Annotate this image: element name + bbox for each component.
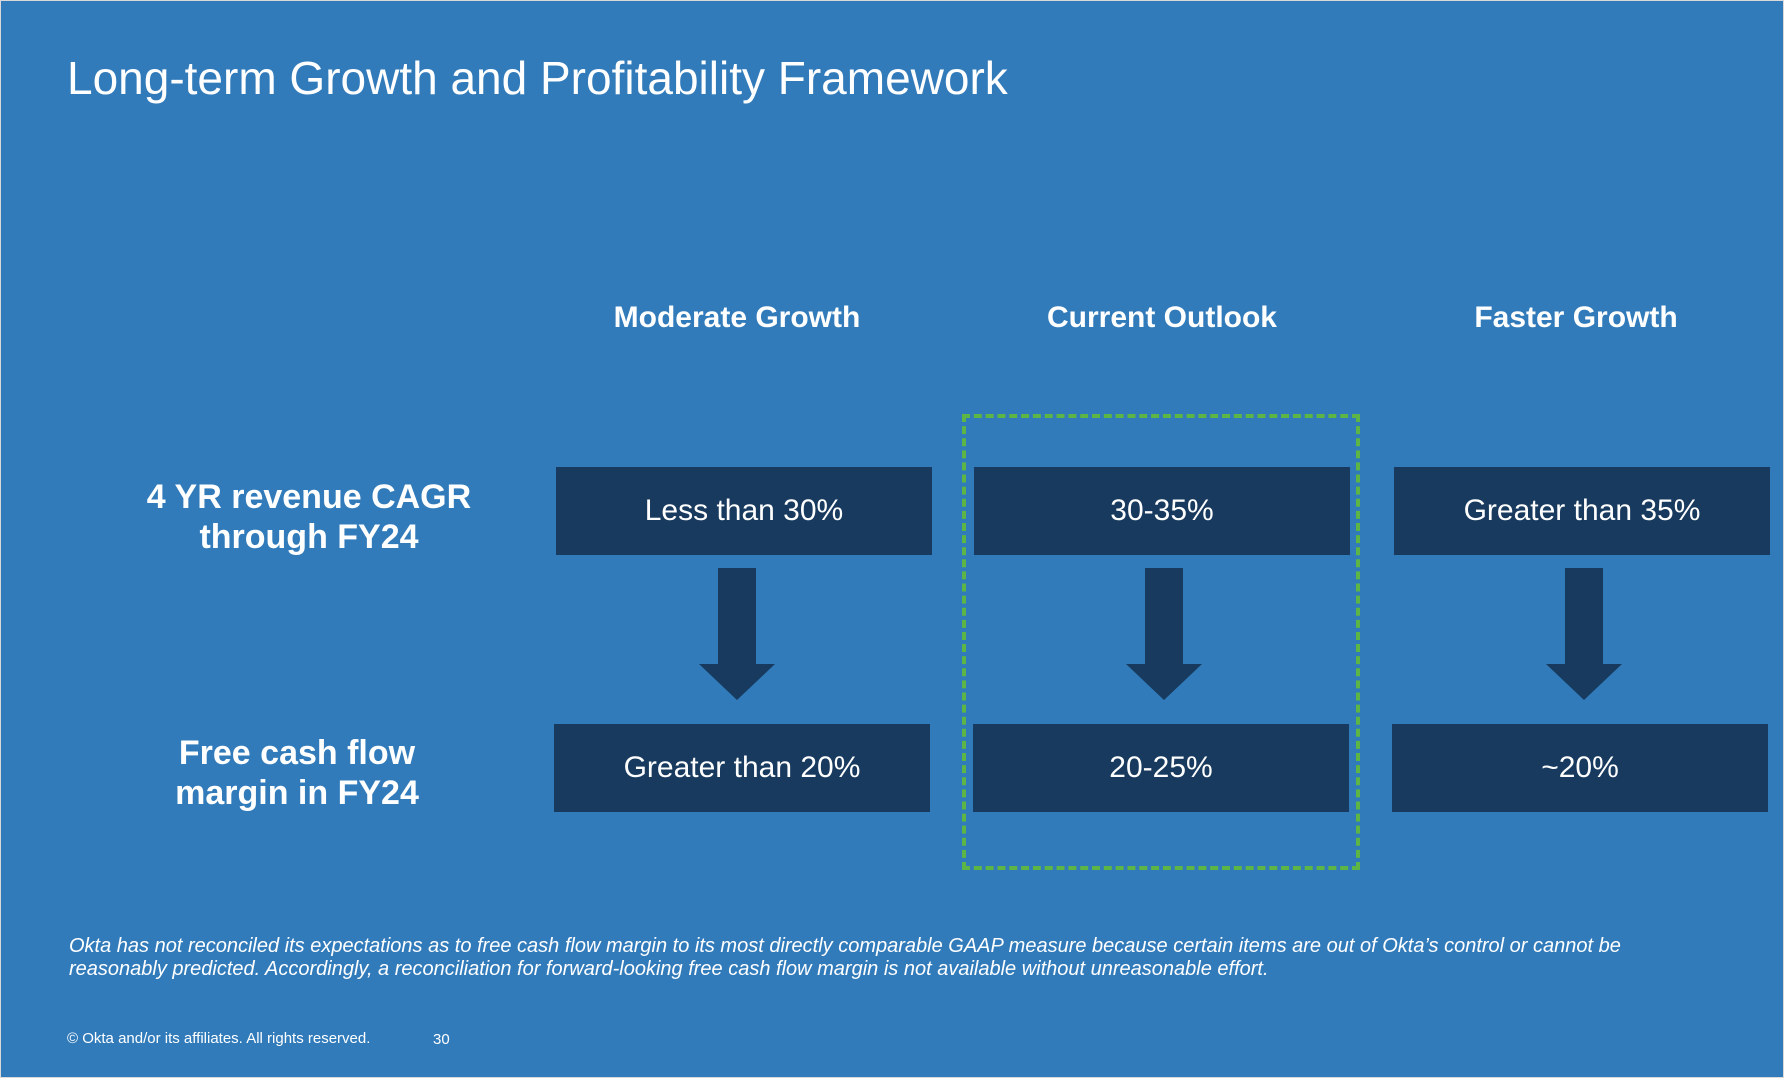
footnote-line1: Okta has not reconciled its expectations…: [69, 935, 1621, 957]
footnote-line2: reasonably predicted. Accordingly, a rec…: [69, 958, 1269, 980]
column-heading-moderate-growth: Moderate Growth: [613, 301, 861, 334]
row-label-fcf-margin-line1: Free cash flow: [178, 734, 416, 772]
down-arrow-icon: [699, 568, 775, 700]
footnote: Okta has not reconciled its expectations…: [69, 935, 1729, 981]
row-label-fcf-margin: Free cash flow margin in FY24: [97, 733, 497, 813]
revenue-box-moderate-growth: Less than 30%: [556, 467, 932, 555]
slide-title: Long-term Growth and Profitability Frame…: [67, 52, 1008, 104]
row-label-revenue-cagr-line1: 4 YR revenue CAGR: [146, 478, 472, 516]
fcf-box-faster-growth: ~20%: [1392, 724, 1768, 812]
copyright-notice: © Okta and/or its affiliates. All rights…: [67, 1030, 371, 1047]
column-heading-current-outlook: Current Outlook: [1047, 301, 1277, 334]
row-label-revenue-cagr: 4 YR revenue CAGR through FY24: [109, 477, 509, 557]
fcf-box-moderate-growth: Greater than 20%: [554, 724, 930, 812]
row-label-fcf-margin-line2: margin in FY24: [175, 774, 419, 812]
fcf-box-current-outlook: 20-25%: [973, 724, 1349, 812]
revenue-box-current-outlook: 30-35%: [974, 467, 1350, 555]
column-heading-faster-growth: Faster Growth: [1474, 301, 1678, 334]
current-outlook-highlight-frame: [962, 414, 1360, 870]
revenue-box-faster-growth: Greater than 35%: [1394, 467, 1770, 555]
down-arrow-icon: [1126, 568, 1202, 700]
down-arrow-icon: [1546, 568, 1622, 700]
row-label-revenue-cagr-line2: through FY24: [199, 518, 419, 556]
page-number: 30: [433, 1031, 450, 1048]
